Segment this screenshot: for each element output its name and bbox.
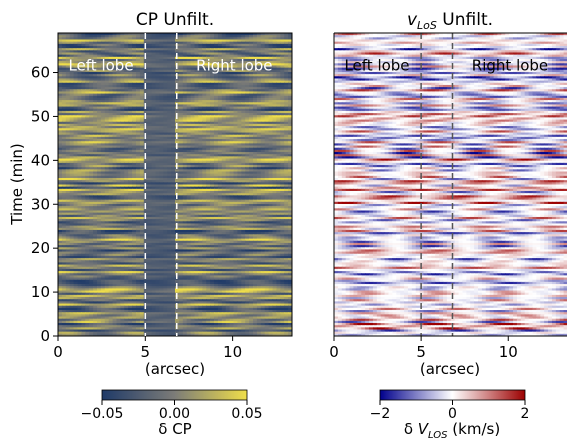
vlos-x-tick-label: 5 bbox=[416, 343, 426, 361]
cp-right-lobe-label: Right lobe bbox=[196, 56, 272, 74]
vlos-colorbar-tick-label: 0 bbox=[448, 406, 457, 422]
cp-x-axis-label: (arcsec) bbox=[145, 360, 205, 378]
cp-y-tick-label: 10 bbox=[31, 283, 50, 301]
vlos-panel-title: vLoS Unfilt. bbox=[407, 10, 493, 32]
vlos-colorbar-tick-label: 2 bbox=[521, 406, 530, 422]
cp-y-ticks: 0 10 20 30 40 50 60 bbox=[31, 64, 58, 345]
cp-x-tick-label: 10 bbox=[223, 343, 242, 361]
vlos-x-tick-label: 0 bbox=[329, 343, 339, 361]
cp-y-axis-label: Time (min) bbox=[8, 143, 26, 225]
vlos-colorbar-ticks: −2 0 2 bbox=[370, 400, 530, 422]
cp-colorbar-tick-label: 0.05 bbox=[231, 406, 262, 422]
cp-y-tick-label: 20 bbox=[31, 239, 50, 257]
cp-colorbar-ticks: −0.05 0.00 0.05 bbox=[81, 400, 263, 422]
cp-x-tick-label: 5 bbox=[141, 343, 151, 361]
cp-x-ticks: 0 5 10 bbox=[53, 336, 242, 361]
cp-colorbar: −0.05 0.00 0.05 δ CP bbox=[81, 389, 263, 438]
vlos-panel: vLoS Unfilt. Left lobe Right lobe 0 5 10 (… bbox=[329, 10, 567, 378]
cp-colorbar-gradient bbox=[101, 389, 248, 401]
vlos-x-tick-label: 10 bbox=[499, 343, 518, 361]
cp-divider-lines bbox=[144, 33, 178, 336]
vlos-colorbar-label: δ VLOS (km/s) bbox=[404, 420, 500, 439]
vlos-left-lobe-label: Left lobe bbox=[344, 56, 409, 74]
vlos-colorbar: −2 0 2 δ VLOS (km/s) bbox=[370, 389, 530, 439]
cp-plot-frame bbox=[57, 32, 293, 337]
cp-y-tick-label: 30 bbox=[31, 195, 50, 213]
cp-y-tick-label: 0 bbox=[40, 327, 50, 345]
vlos-divider-lines bbox=[420, 33, 454, 336]
vlos-heatmap bbox=[334, 33, 567, 336]
vlos-colorbar-gradient bbox=[379, 389, 526, 401]
vlos-x-ticks: 0 5 10 bbox=[329, 336, 518, 361]
cp-heatmap bbox=[58, 33, 292, 336]
cp-colorbar-tick-label: −0.05 bbox=[81, 406, 124, 422]
cp-left-lobe-label: Left lobe bbox=[68, 56, 133, 74]
cp-colorbar-label: δ CP bbox=[158, 420, 191, 438]
cp-y-tick-label: 60 bbox=[31, 64, 50, 82]
vlos-right-lobe-label: Right lobe bbox=[472, 56, 548, 74]
vlos-colorbar-tick-label: −2 bbox=[370, 406, 391, 422]
cp-panel: CP Unfilt. Left lobe Right lobe 0 5 10 0 10… bbox=[8, 10, 293, 378]
cp-colorbar-tick-label: 0.00 bbox=[159, 406, 190, 422]
cp-x-tick-label: 0 bbox=[53, 343, 63, 361]
cp-y-tick-label: 50 bbox=[31, 107, 50, 125]
cp-y-tick-label: 40 bbox=[31, 151, 50, 169]
vlos-x-axis-label: (arcsec) bbox=[420, 360, 480, 378]
cp-panel-title: CP Unfilt. bbox=[136, 10, 214, 30]
